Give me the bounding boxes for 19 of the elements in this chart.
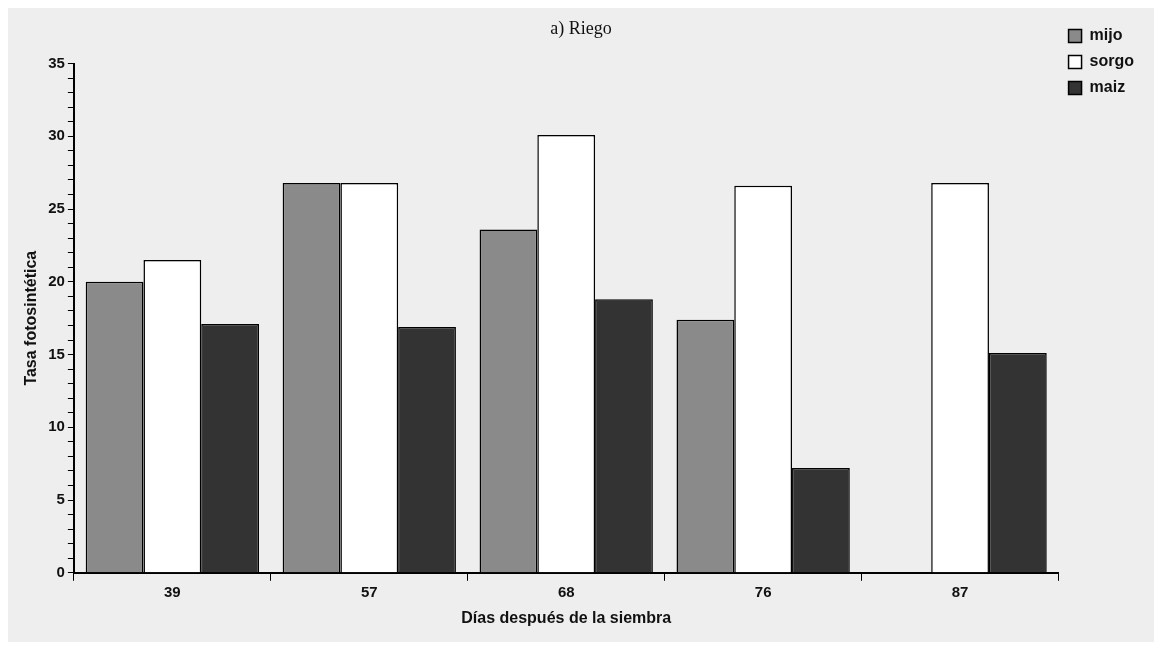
y-tick-label: 10: [48, 417, 65, 435]
x-tick-label: 87: [951, 582, 969, 600]
legend-label: sorgo: [1089, 52, 1135, 70]
legend-label: maiz: [1089, 78, 1126, 96]
y-tick-label: 15: [48, 344, 65, 362]
y-tick-label: 30: [48, 126, 65, 144]
x-tick-label: 39: [164, 582, 181, 600]
y-tick-label: 25: [48, 199, 65, 217]
legend-label: mijo: [1089, 26, 1123, 44]
chart-title: a) Riego: [550, 17, 612, 39]
y-axis-title: Tasa fotosintética: [22, 250, 40, 386]
x-tick-label: 68: [557, 582, 575, 600]
x-tick-label: 76: [754, 582, 772, 600]
y-tick-label: 5: [56, 490, 65, 508]
y-tick-label: 20: [48, 271, 65, 289]
x-tick-label: 57: [360, 582, 378, 600]
x-axis-title: Días después de la siembra: [461, 608, 672, 626]
y-tick-label: 0: [56, 562, 65, 580]
y-tick-label: 35: [48, 53, 65, 71]
